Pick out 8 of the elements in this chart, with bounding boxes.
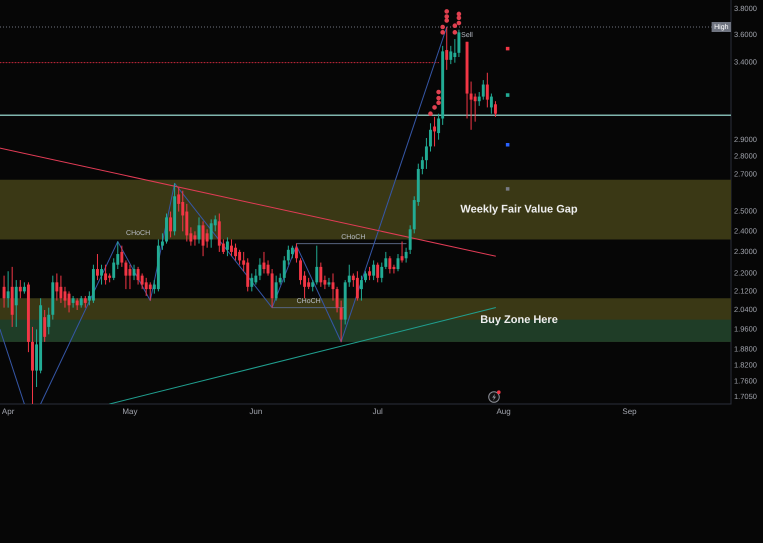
x-tick-label: Aug bbox=[496, 407, 511, 416]
x-tick-label: May bbox=[122, 407, 138, 416]
x-tick-label: Jun bbox=[249, 407, 262, 416]
band-label: Weekly Fair Value Gap bbox=[460, 204, 578, 216]
x-tick-label: Jul bbox=[372, 407, 384, 416]
x-tick-label: Sep bbox=[622, 407, 638, 416]
x-tick-label: Apr bbox=[2, 407, 15, 416]
band-label: Buy Zone Here bbox=[480, 314, 558, 326]
